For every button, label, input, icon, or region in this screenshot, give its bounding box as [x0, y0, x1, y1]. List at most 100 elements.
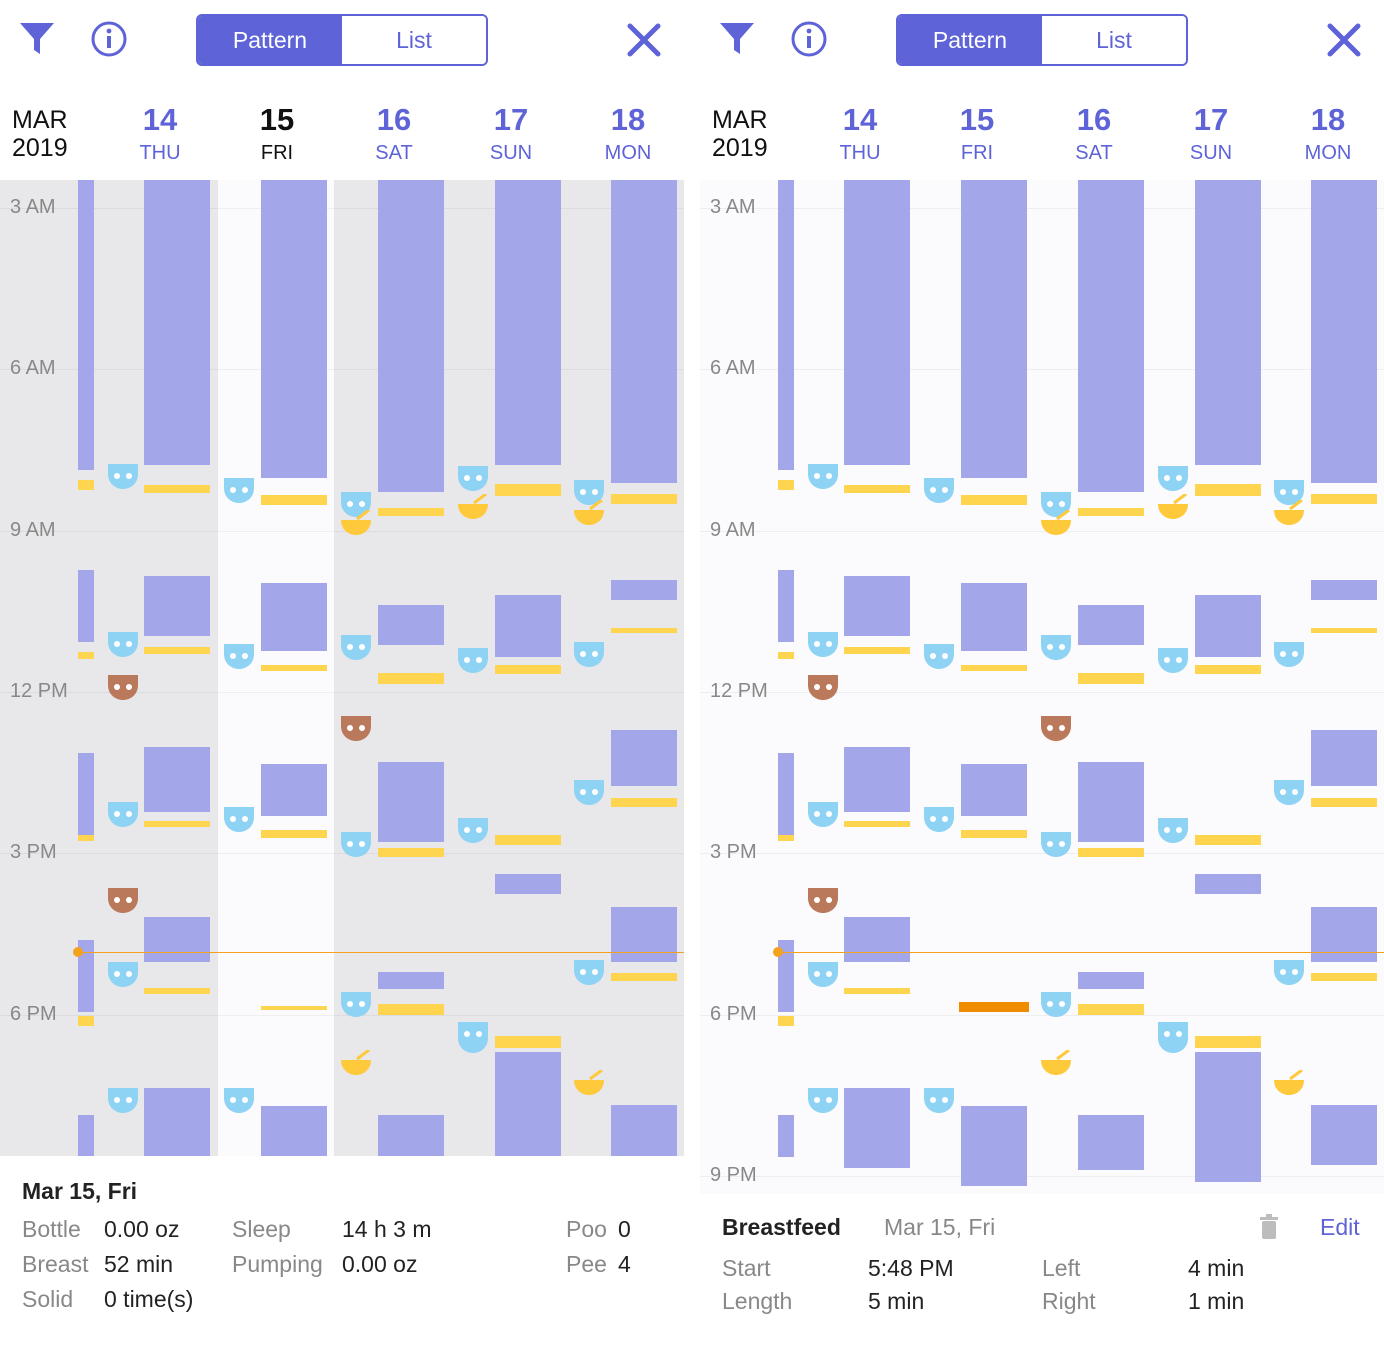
feed-mark[interactable] [778, 652, 794, 659]
sleep-block[interactable] [78, 940, 94, 1012]
pee-diaper-icon[interactable] [806, 462, 840, 495]
sleep-block[interactable] [611, 1105, 677, 1156]
day-header-17[interactable]: 17 SUN [1189, 102, 1233, 164]
sleep-block[interactable] [144, 917, 210, 962]
pee-diaper-icon[interactable] [1272, 640, 1306, 673]
feed-mark[interactable] [844, 647, 910, 654]
pee-diaper-icon[interactable] [222, 476, 256, 509]
feed-mark[interactable] [378, 848, 444, 857]
sleep-block[interactable] [1311, 907, 1377, 962]
solid-food-icon[interactable] [1272, 498, 1306, 531]
pee-diaper-icon[interactable] [456, 646, 490, 679]
solid-food-icon[interactable] [456, 492, 490, 525]
sleep-block[interactable] [261, 180, 327, 478]
sleep-block[interactable] [1078, 605, 1144, 645]
feed-mark[interactable] [495, 1036, 561, 1048]
sleep-block[interactable] [844, 917, 910, 962]
feed-mark[interactable] [144, 485, 210, 493]
sleep-block[interactable] [844, 747, 910, 812]
pee-diaper-icon[interactable] [806, 800, 840, 833]
pee-diaper-icon[interactable] [1272, 778, 1306, 811]
feed-mark[interactable] [844, 821, 910, 827]
day-header-16[interactable]: 16 SAT [375, 102, 413, 164]
pattern-grid[interactable]: 3 AM 6 AM 9 AM 12 PM 3 PM 6 PM [0, 180, 684, 1156]
sleep-block[interactable] [78, 570, 94, 642]
pee-diaper-icon[interactable] [806, 960, 840, 993]
feed-mark[interactable] [378, 1004, 444, 1015]
tab-list[interactable]: List [342, 16, 486, 64]
solid-food-icon[interactable] [1272, 1068, 1306, 1101]
pee-diaper-icon[interactable] [339, 490, 373, 523]
pee-diaper-icon[interactable] [806, 630, 840, 663]
day-header-15[interactable]: 15 FRI [959, 102, 995, 164]
feed-mark[interactable] [1311, 973, 1377, 981]
poo-diaper-icon[interactable] [1039, 714, 1073, 747]
pee-diaper-icon[interactable] [1272, 478, 1306, 511]
sleep-block[interactable] [495, 180, 561, 465]
pee-diaper-icon[interactable] [222, 805, 256, 838]
sleep-block[interactable] [1195, 874, 1261, 894]
feed-mark[interactable] [378, 673, 444, 684]
pee-diaper-icon[interactable] [1272, 958, 1306, 991]
sleep-block[interactable] [1195, 180, 1261, 465]
pee-diaper-icon[interactable] [922, 642, 956, 675]
sleep-block[interactable] [778, 570, 794, 642]
sleep-block[interactable] [1078, 972, 1144, 989]
pee-diaper-icon[interactable] [106, 630, 140, 663]
edit-button[interactable]: Edit [1320, 1214, 1360, 1240]
trash-icon[interactable] [1258, 1214, 1280, 1240]
feed-mark[interactable] [495, 835, 561, 845]
feed-mark[interactable] [961, 830, 1027, 838]
sleep-block[interactable] [778, 940, 794, 1012]
sleep-block[interactable] [778, 180, 794, 470]
feed-mark[interactable] [778, 835, 794, 841]
sleep-block[interactable] [495, 595, 561, 657]
solid-food-icon[interactable] [1039, 1048, 1073, 1081]
sleep-block[interactable] [378, 1115, 444, 1156]
pee-diaper-icon[interactable] [456, 464, 490, 497]
pee-diaper-icon[interactable] [572, 478, 606, 511]
sleep-block[interactable] [144, 180, 210, 465]
day-header-14[interactable]: 14 THU [839, 102, 881, 164]
pee-diaper-icon[interactable] [1039, 990, 1073, 1023]
pee-diaper-icon[interactable] [1156, 464, 1190, 497]
feed-mark[interactable] [78, 835, 94, 841]
sleep-block[interactable] [1311, 180, 1377, 483]
tab-pattern[interactable]: Pattern [198, 16, 342, 64]
feed-mark[interactable] [611, 798, 677, 807]
pee-diaper-icon[interactable] [106, 1086, 140, 1119]
pee-diaper-icon[interactable] [1156, 646, 1190, 679]
feed-mark[interactable] [78, 652, 94, 659]
sleep-block[interactable] [961, 1106, 1027, 1186]
feed-mark[interactable] [1195, 835, 1261, 845]
pee-diaper-icon[interactable] [806, 1086, 840, 1119]
sleep-block[interactable] [1195, 1052, 1261, 1182]
sleep-block[interactable] [844, 1088, 910, 1168]
pee-diaper-icon[interactable] [1039, 490, 1073, 523]
feed-mark[interactable] [1311, 628, 1377, 633]
pee-diaper-icon[interactable] [572, 640, 606, 673]
pee-diaper-icon[interactable] [1156, 816, 1190, 849]
sleep-block[interactable] [378, 605, 444, 645]
sleep-block[interactable] [611, 580, 677, 600]
close-icon[interactable] [626, 22, 662, 58]
feed-mark[interactable] [611, 494, 677, 504]
pee-diaper-icon[interactable] [1039, 633, 1073, 666]
day-header-15[interactable]: 15 FRI [259, 102, 295, 164]
feed-mark[interactable] [778, 1016, 794, 1026]
day-header-17[interactable]: 17 SUN [489, 102, 533, 164]
feed-mark[interactable] [844, 988, 910, 994]
sleep-block[interactable] [778, 1115, 794, 1157]
feed-mark[interactable] [611, 628, 677, 633]
pee-diaper-icon[interactable] [339, 990, 373, 1023]
sleep-block[interactable] [144, 1088, 210, 1156]
sleep-block[interactable] [1195, 595, 1261, 657]
feed-mark[interactable] [144, 821, 210, 827]
poo-diaper-icon[interactable] [106, 886, 140, 919]
sleep-block[interactable] [78, 180, 94, 470]
pee-diaper-icon[interactable] [922, 805, 956, 838]
pee-diaper-icon[interactable] [222, 1086, 256, 1119]
sleep-block[interactable] [778, 753, 794, 835]
day-header-16[interactable]: 16 SAT [1075, 102, 1113, 164]
info-icon[interactable] [90, 20, 128, 58]
